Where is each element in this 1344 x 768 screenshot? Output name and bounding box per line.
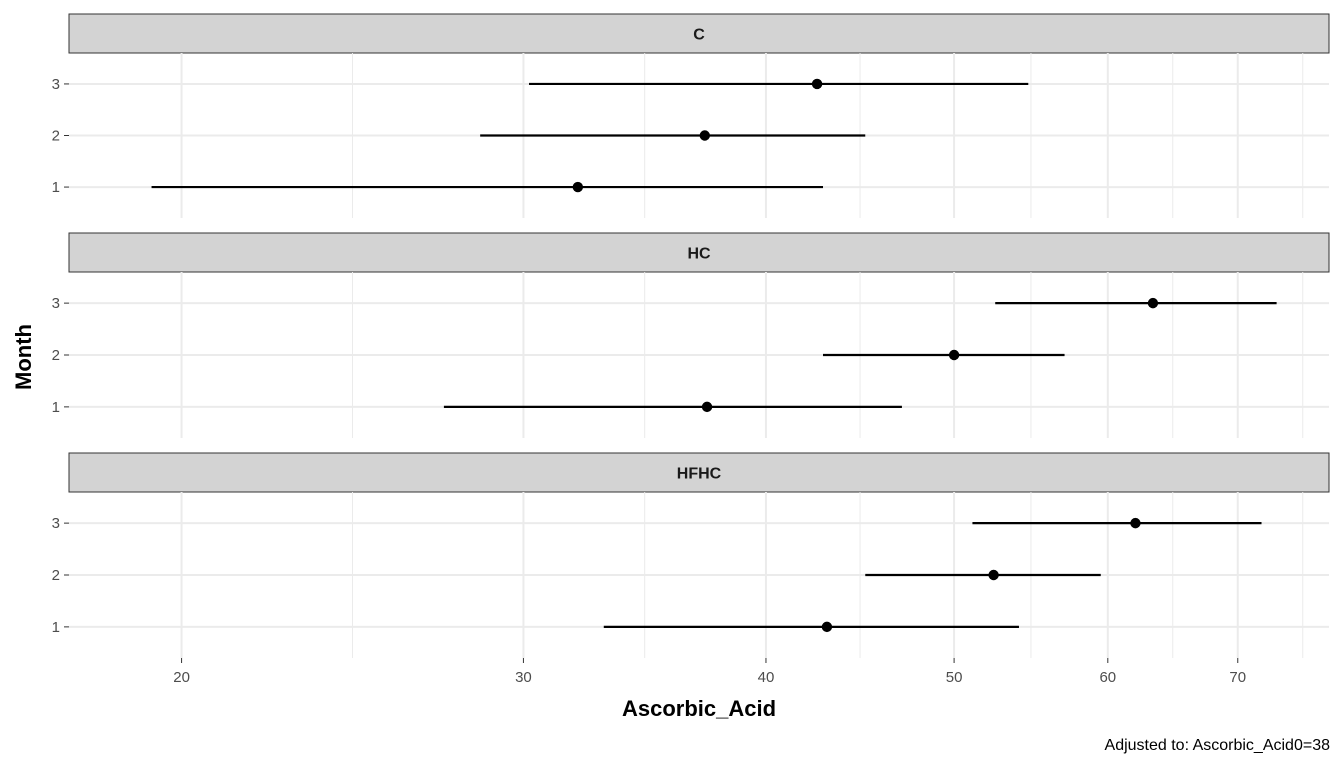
y-tick-label: 3 xyxy=(52,515,60,532)
x-tick-label: 30 xyxy=(515,669,532,686)
facet-panel-hfhc: HFHC 1 2 3 xyxy=(52,452,1330,658)
caption: Adjusted to: Ascorbic_Acid0=38 xyxy=(1105,737,1331,754)
estimate-point-c-month-1 xyxy=(572,181,584,193)
facet-strip-label: HC xyxy=(687,246,711,263)
facet-strip xyxy=(68,452,1330,493)
facet-strip xyxy=(68,13,1330,54)
facet-strip xyxy=(68,232,1330,273)
estimate-point-hc-month-1 xyxy=(701,401,713,413)
y-axis-title: Month xyxy=(11,324,36,390)
y-tick-label: 2 xyxy=(52,347,60,364)
estimate-point-hfhc-month-3 xyxy=(1130,517,1141,529)
estimate-point-hc-month-3 xyxy=(1147,297,1159,309)
estimate-point-hfhc-month-2 xyxy=(988,569,999,581)
x-tick-label: 20 xyxy=(173,669,190,686)
x-tick-label: 60 xyxy=(1099,669,1116,686)
facet-strip-label: C xyxy=(693,27,705,44)
facet-panel-c: C 1 2 3 xyxy=(52,13,1330,218)
facets: C 1 2 3 HC 1 2 3 HFHC 1 2 3 xyxy=(52,13,1330,658)
x-tick-label: 50 xyxy=(946,669,963,686)
facet-strip-label: HFHC xyxy=(677,466,722,483)
x-tick-label: 40 xyxy=(758,669,775,686)
y-tick-label: 1 xyxy=(52,619,60,636)
estimate-point-c-month-3 xyxy=(811,78,823,90)
estimate-point-hc-month-2 xyxy=(948,349,960,361)
y-tick-label: 1 xyxy=(52,399,60,416)
y-tick-label: 2 xyxy=(52,128,60,145)
x-tick-label: 70 xyxy=(1229,669,1246,686)
y-tick-label: 2 xyxy=(52,567,60,584)
x-axis: 20 30 40 50 60 70 xyxy=(173,658,1246,686)
estimate-point-hfhc-month-1 xyxy=(821,621,833,633)
facet-panel-hc: HC 1 2 3 xyxy=(52,232,1330,438)
estimate-point-c-month-2 xyxy=(699,130,710,141)
x-axis-title: Ascorbic_Acid xyxy=(622,696,776,721)
y-tick-label: 1 xyxy=(52,179,60,196)
y-tick-label: 3 xyxy=(52,76,60,93)
y-tick-label: 3 xyxy=(52,295,60,312)
